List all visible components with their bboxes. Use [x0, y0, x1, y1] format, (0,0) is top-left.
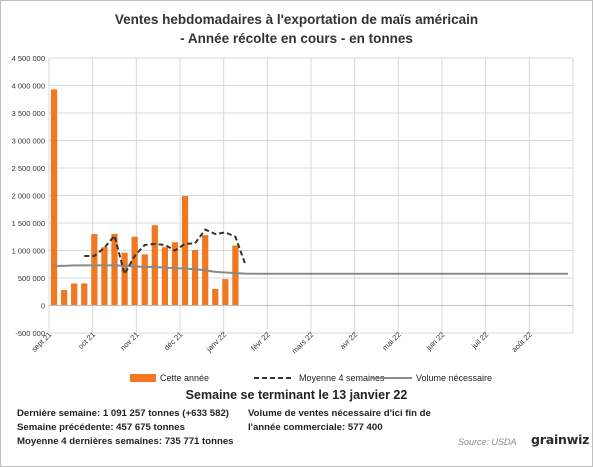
logo-text-a: grain [531, 432, 567, 447]
bar-week-10 [141, 254, 148, 306]
bar-week-5 [91, 234, 98, 306]
four-week-average-line [84, 228, 247, 277]
legend-swatch-needed [372, 377, 412, 379]
y-tick-label: 1 000 000 [12, 247, 45, 256]
bar-week-7 [111, 234, 118, 306]
bar-week-14 [181, 196, 189, 306]
y-tick-label: -500 000 [15, 329, 45, 338]
y-tick-label: 500 000 [18, 274, 45, 283]
logo-text-b: wiz [566, 432, 590, 447]
bar-week-17 [212, 289, 219, 306]
y-tick-label: 0 [41, 302, 45, 311]
week-heading: Semaine se terminant le 13 janvier 22 [185, 388, 408, 402]
y-tick-label: 1 500 000 [12, 219, 45, 228]
bar-week-4 [81, 283, 88, 306]
chart-title-line2: - Année récolte en cours - en tonnes [180, 31, 413, 46]
bar-week-15 [191, 249, 199, 306]
legend-label-needed: Volume nécessaire [416, 373, 493, 383]
y-tick-label: 2 500 000 [12, 164, 45, 173]
x-tick-label: janv 22 [204, 330, 228, 354]
chart-title-line1: Ventes hebdomadaires à l'exportation de … [114, 12, 479, 27]
y-tick-label: 4 500 000 [12, 54, 45, 63]
x-tick-label: mars 22 [290, 330, 316, 356]
bar-week-1 [50, 89, 58, 306]
bar-week-6 [101, 247, 108, 306]
source-note: Source: USDA [458, 437, 517, 447]
info-last-week: Dernière semaine: 1 091 257 tonnes (+633… [17, 408, 229, 419]
y-tick-label: 3 500 000 [12, 109, 45, 118]
bar-week-13 [171, 242, 179, 306]
grainwiz-logo: grainwiz [531, 432, 589, 447]
y-tick-label: 4 000 000 [12, 82, 45, 91]
bar-week-12 [161, 247, 169, 306]
y-tick-label: 3 000 000 [12, 137, 45, 146]
legend-swatch-bars [130, 374, 156, 382]
bar-week-19 [232, 245, 239, 306]
bar-week-2 [60, 290, 68, 306]
info-previous-week: Semaine précédente: 457 675 tonnes [17, 422, 185, 433]
legend-label-bars: Cette année [160, 373, 210, 383]
legend-label-average: Moyenne 4 semaines [299, 373, 385, 383]
needed-volume-line [54, 264, 568, 275]
y-tick-label: 2 000 000 [12, 192, 45, 201]
chart-plot: -500 000 0 500 000 1 000 000 1 500 000 2 000 … [12, 54, 574, 356]
info-needed-line1: Volume de ventes nécessaire d'ici fin de [248, 408, 431, 419]
bar-week-8 [121, 252, 128, 306]
bar-week-18 [222, 279, 229, 306]
info-needed-line2: l'année commerciale: 577 400 [248, 422, 383, 433]
bar-week-3 [71, 283, 78, 306]
legend-swatch-average [254, 377, 294, 379]
bar-week-9 [131, 236, 138, 306]
x-tick-label: août 22 [510, 330, 534, 354]
bar-week-11 [151, 225, 158, 306]
info-avg4: Moyenne 4 dernières semaines: 735 771 to… [17, 436, 234, 447]
